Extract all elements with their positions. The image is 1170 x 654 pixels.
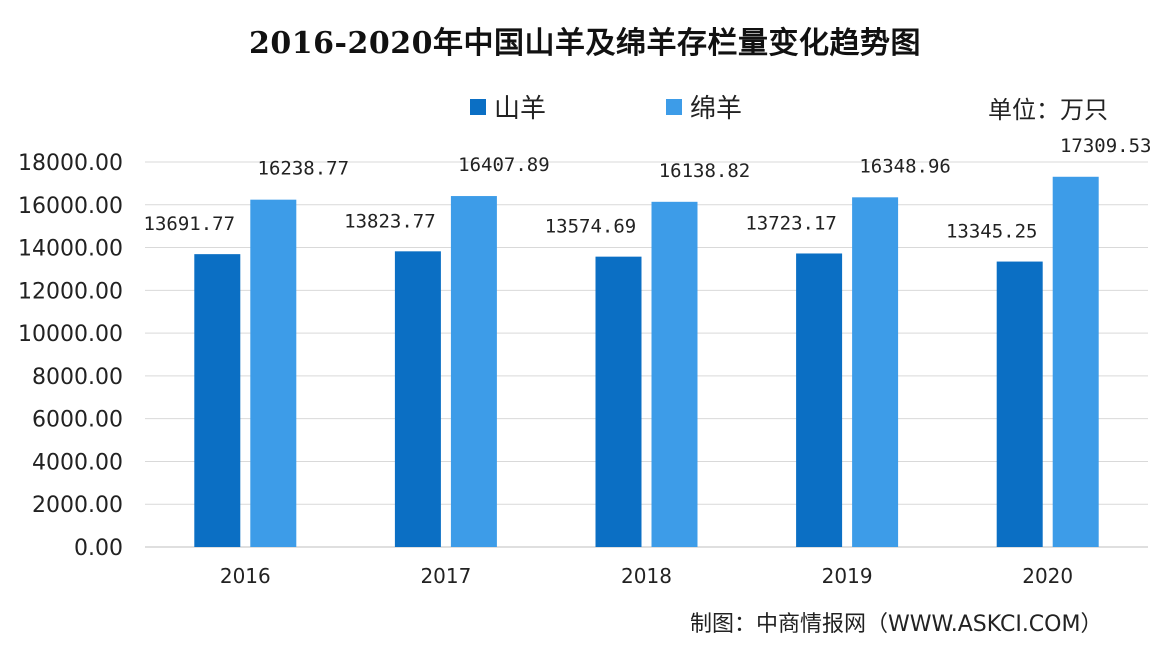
data-label: 16138.82 <box>659 160 751 182</box>
y-tick-label: 0.00 <box>74 536 123 561</box>
bar-goat <box>595 256 642 547</box>
y-tick-label: 16000.00 <box>18 194 123 219</box>
unit-label: 单位：万只 <box>988 96 1108 124</box>
bar-sheep <box>852 197 899 547</box>
x-tick-label: 2018 <box>621 564 672 588</box>
data-label: 13345.25 <box>946 221 1038 243</box>
legend-swatch-goat <box>470 98 486 115</box>
y-tick-label: 6000.00 <box>32 408 123 433</box>
legend-swatch-sheep <box>666 98 683 115</box>
y-tick-label: 2000.00 <box>32 493 123 518</box>
legend: 山羊 绵羊 <box>470 88 862 125</box>
y-tick-label: 4000.00 <box>32 450 123 475</box>
data-label: 13823.77 <box>344 210 436 232</box>
bar-goat <box>796 253 843 548</box>
x-tick-label: 2020 <box>1022 564 1073 588</box>
x-tick-label: 2017 <box>420 564 471 588</box>
x-tick-label: 2019 <box>822 564 873 588</box>
bar-sheep <box>651 201 698 547</box>
data-label: 13574.69 <box>545 216 637 238</box>
data-label: 13723.17 <box>745 212 837 234</box>
data-label: 17309.53 <box>1060 135 1152 157</box>
y-tick-label: 10000.00 <box>18 322 123 347</box>
bar-sheep <box>1052 176 1099 548</box>
y-tick-label: 12000.00 <box>18 279 123 304</box>
bar-sheep <box>450 196 497 547</box>
bar-goat <box>194 254 241 547</box>
legend-label-sheep: 绵羊 <box>690 94 743 124</box>
data-label: 13691.77 <box>144 213 236 235</box>
bar-sheep <box>250 199 297 547</box>
bar-goat <box>996 261 1043 547</box>
y-tick-label: 14000.00 <box>18 237 123 262</box>
legend-item-sheep: 绵羊 <box>666 88 742 125</box>
data-label: 16348.96 <box>859 155 951 177</box>
data-label: 16238.77 <box>258 158 350 180</box>
bar-goat <box>394 251 441 547</box>
y-tick-label: 18000.00 <box>18 151 123 176</box>
x-tick-label: 2016 <box>220 564 271 588</box>
legend-item-goat: 山羊 <box>470 88 546 125</box>
source-note: 制图：中商情报网（WWW.ASKCI.COM） <box>690 612 1103 637</box>
y-tick-label: 8000.00 <box>32 365 123 390</box>
legend-label-goat: 山羊 <box>494 94 547 124</box>
data-label: 16407.89 <box>458 154 550 176</box>
chart-title: 2016-2020年中国山羊及绵羊存栏量变化趋势图 <box>249 26 921 61</box>
